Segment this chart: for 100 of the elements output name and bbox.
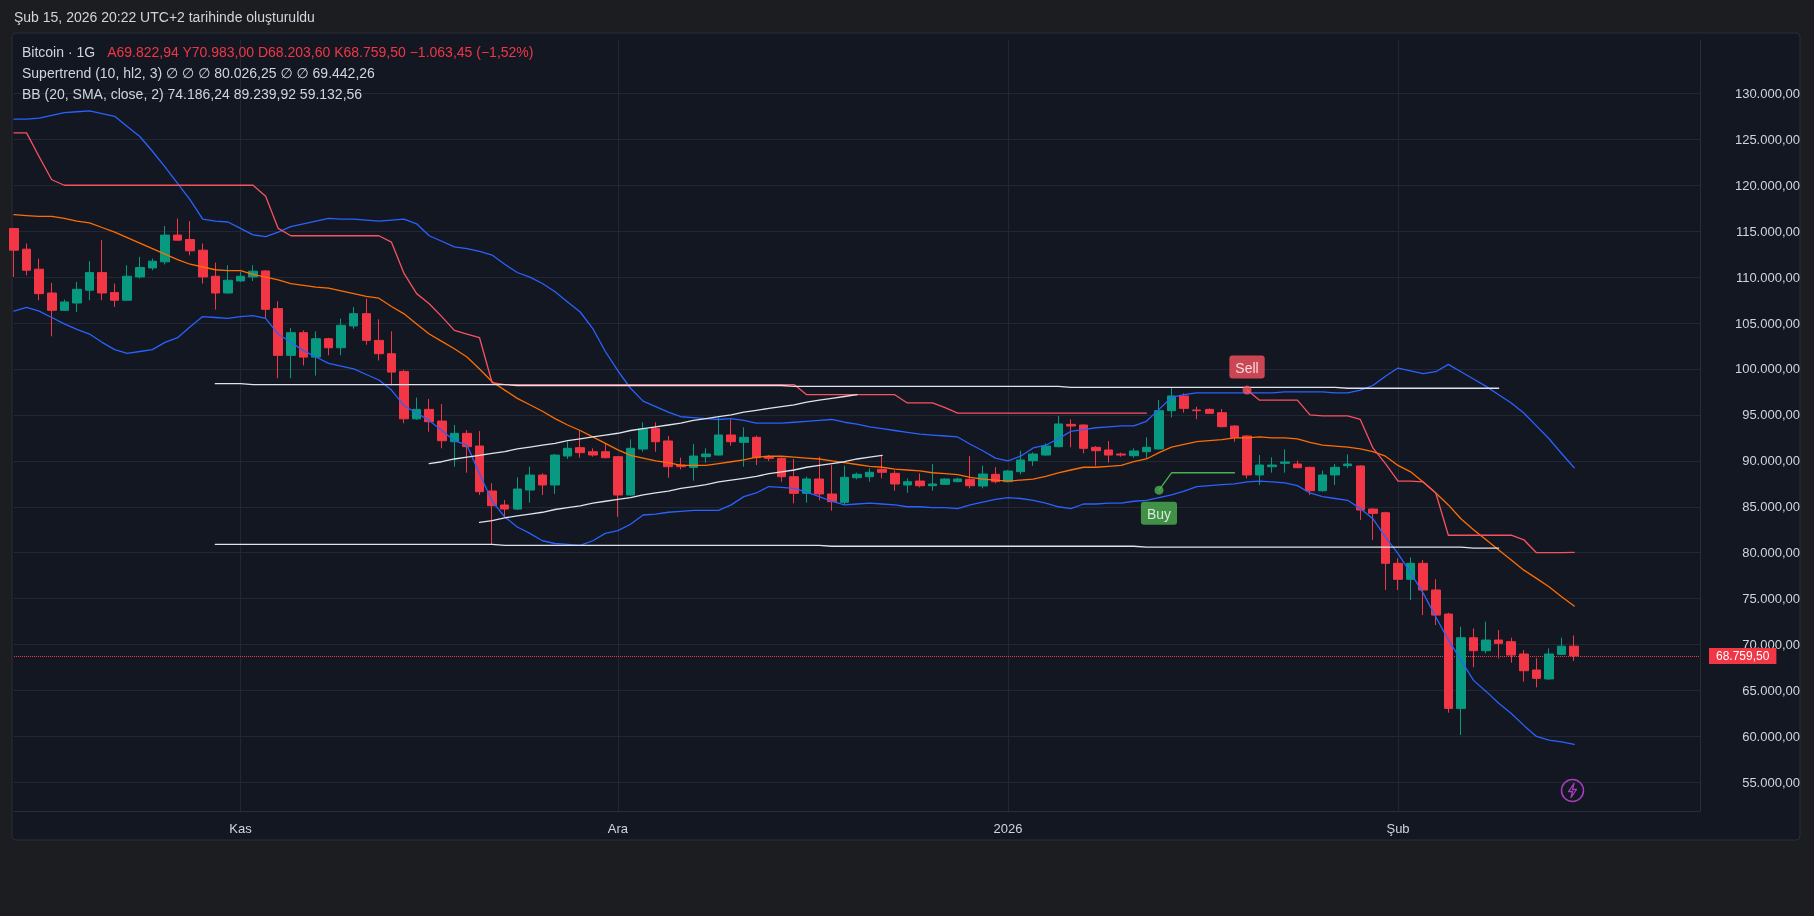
y-tick-label: 80.000,00 (1742, 545, 1800, 561)
candlestick (651, 421, 660, 453)
y-tick-label: 60.000,00 (1742, 728, 1800, 744)
candlestick (1154, 399, 1164, 450)
chart-title: Bitcoin · 1G (22, 44, 96, 60)
candlestick (525, 466, 535, 504)
candlestick (236, 271, 245, 283)
candlestick (802, 476, 811, 504)
candlestick (1129, 447, 1139, 459)
candlestick (575, 430, 585, 459)
candlestick (173, 217, 182, 242)
candlestick (148, 258, 157, 271)
candlestick (34, 258, 44, 301)
y-tick-label: 120.000,00 (1734, 177, 1800, 193)
candlestick (638, 421, 648, 453)
candlestick (9, 227, 19, 278)
candlestick (1381, 511, 1390, 591)
line-series (13, 213, 1575, 607)
candlestick (1356, 464, 1365, 521)
candlestick (1368, 507, 1378, 541)
candlestick (1431, 578, 1441, 626)
y-tick-label: 90.000,00 (1742, 453, 1800, 469)
candlestick (362, 298, 371, 346)
candlestick (273, 300, 283, 379)
candlestick (424, 398, 434, 433)
candlestick (965, 455, 975, 489)
candlestick (462, 429, 472, 474)
candlestick (1293, 460, 1302, 469)
candlestick (1418, 559, 1428, 616)
candlestick (349, 306, 358, 330)
y-tick-label: 65.000,00 (1742, 682, 1800, 698)
candlestick (97, 239, 107, 301)
candlestick (399, 369, 409, 424)
candlestick (374, 318, 384, 361)
candlestick (60, 299, 69, 312)
candlestick (1116, 452, 1126, 458)
candlestick (852, 472, 862, 480)
candlestick (588, 447, 598, 458)
candlestick (1016, 450, 1025, 475)
candlestick (1393, 557, 1403, 591)
candlestick (827, 464, 837, 512)
candlestick (814, 456, 824, 501)
candlestick (1091, 445, 1101, 467)
candlestick (122, 264, 132, 302)
annotation: A69.822,94 Y70.983,00 D68.203,60 K68.759,50 −1.063,45 (−1,52%) (107, 44, 534, 60)
candlestick (85, 260, 94, 301)
candlestick (299, 329, 308, 366)
candlestick (1104, 440, 1113, 464)
line-series (13, 306, 1575, 746)
y-tick-label: 115.000,00 (1735, 223, 1800, 239)
candlestick (877, 454, 887, 479)
candlestick (940, 477, 950, 486)
candlestick (1557, 637, 1566, 656)
candlestick (1192, 406, 1201, 420)
candlestick (1079, 423, 1088, 454)
candlestick (1167, 387, 1176, 418)
candlestick (1217, 408, 1227, 428)
candlestick (789, 458, 799, 504)
candlestick (1330, 463, 1340, 486)
candlestick (47, 282, 57, 337)
candlestick (1456, 626, 1466, 736)
candlestick (550, 453, 560, 495)
y-tick-label: 95.000,00 (1742, 407, 1800, 423)
line-series (13, 110, 1575, 469)
candlestick (72, 281, 82, 313)
candlestick (563, 441, 572, 460)
candlestick (1481, 621, 1491, 654)
y-tick-label: 110.000,00 (1735, 269, 1800, 285)
x-tick-label: Ara (607, 821, 629, 836)
candlestick (739, 426, 749, 468)
candlestick (689, 443, 698, 482)
annotation: Sell (1235, 359, 1259, 376)
candlestick (1343, 453, 1352, 469)
candlestick (286, 327, 296, 379)
candlestick (22, 242, 31, 276)
candlestick (223, 264, 233, 295)
y-tick-label: 105.000,00 (1734, 315, 1800, 331)
candlestick (185, 220, 195, 256)
candlestick (324, 337, 333, 356)
candlestick (928, 463, 937, 492)
candlestick (336, 318, 346, 356)
candlestick (500, 499, 509, 518)
candlestick (1255, 454, 1264, 486)
candlestick (752, 435, 761, 466)
annotation: Buy (1146, 505, 1172, 522)
candlestick (840, 465, 849, 505)
candlestick (953, 477, 962, 483)
annotation: Supertrend (10, hl2, 3) ∅ ∅ ∅ 80.026,25 ∅ ∅ 69.442,26 (22, 65, 376, 81)
candlestick (1142, 436, 1151, 460)
candlestick (714, 416, 723, 457)
candlestick (903, 477, 912, 494)
candlestick (513, 476, 522, 511)
candlestick (1205, 407, 1214, 415)
y-tick-label: 55.000,00 (1742, 774, 1800, 790)
candlestick (475, 430, 484, 496)
candlestick (135, 256, 145, 280)
candlestick (1267, 456, 1277, 474)
candlestick (1318, 470, 1327, 493)
candlestick (726, 418, 736, 447)
chart-subtitle: Şub 15, 2026 20:22 UTC+2 tarihinde oluşturuldu (14, 9, 315, 25)
